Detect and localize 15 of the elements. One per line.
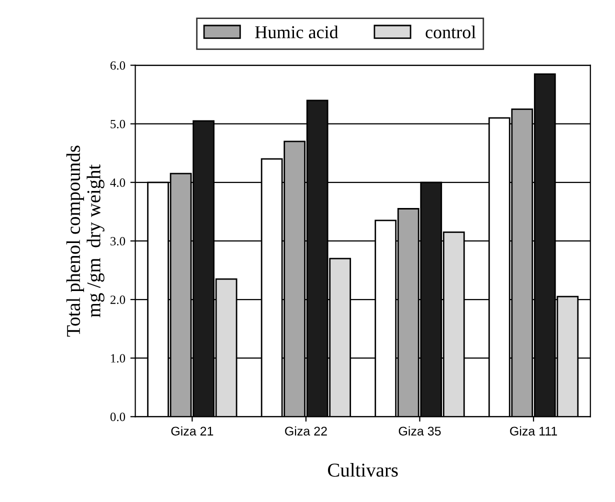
x-axis-title: Cultivars xyxy=(328,463,398,477)
y-tick-label: 5.0 xyxy=(110,120,126,128)
y-tick-label: 4.0 xyxy=(110,178,126,187)
legend-label: control xyxy=(426,26,476,38)
y-tick-label: 2.0 xyxy=(110,296,126,304)
y-tick-label: 1.0 xyxy=(111,354,126,363)
y-tick-label: 0.0 xyxy=(110,412,126,422)
y-tick-label: 3.0 xyxy=(110,236,126,246)
x-tick-label: Giza 21 xyxy=(171,426,214,436)
y-tick-label: 6.0 xyxy=(110,61,126,70)
legend-label: Humic acid xyxy=(255,26,338,38)
x-tick-label: Giza 22 xyxy=(285,426,327,436)
y-axis-title: Total phenol compounds mg /gm dry weight xyxy=(66,146,104,337)
x-tick-label: Giza 35 xyxy=(398,426,441,436)
x-tick-label: Giza 111 xyxy=(510,426,557,436)
